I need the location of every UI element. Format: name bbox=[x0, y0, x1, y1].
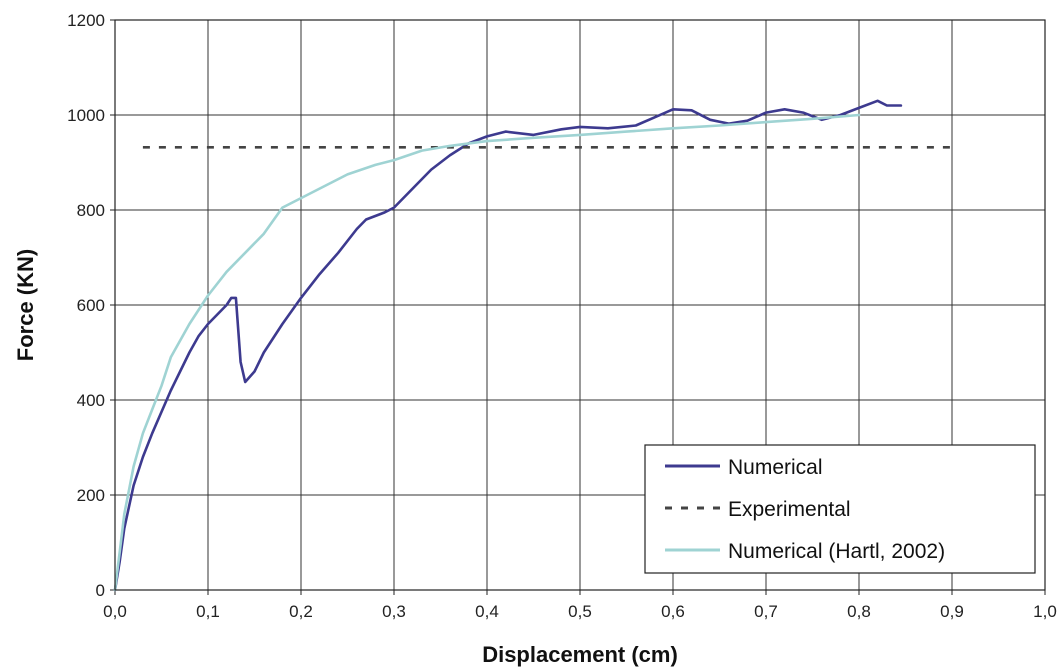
x-tick-label: 0,9 bbox=[940, 602, 964, 621]
y-tick-label: 400 bbox=[77, 391, 105, 410]
x-tick-label: 0,3 bbox=[382, 602, 406, 621]
x-tick-label: 0,7 bbox=[754, 602, 778, 621]
series-lines bbox=[113, 99, 952, 592]
legend: Numerical Experimental Numerical (Hartl,… bbox=[644, 444, 1036, 574]
y-tick-label: 1200 bbox=[67, 11, 105, 30]
y-tick-label: 600 bbox=[77, 296, 105, 315]
tick-labels: 0,0 0,1 0,2 0,3 0,4 0,5 0,6 0,7 0,8 0,9 1,0 0 200 400… bbox=[67, 11, 1057, 621]
legend-label-experimental: Experimental bbox=[728, 498, 851, 521]
legend-label-numerical: Numerical bbox=[728, 456, 823, 479]
legend-label-hartl: Numerical (Hartl, 2002) bbox=[728, 540, 945, 563]
x-tick-label: 0,0 bbox=[103, 602, 127, 621]
x-tick-label: 0,2 bbox=[289, 602, 313, 621]
numerical-series-line bbox=[113, 99, 903, 592]
plot-border bbox=[114, 19, 1046, 591]
x-tick-label: 0,1 bbox=[196, 602, 220, 621]
hartl-series-line bbox=[113, 113, 861, 592]
x-tick-label: 0,6 bbox=[661, 602, 685, 621]
x-tick-label: 1,0 bbox=[1033, 602, 1057, 621]
x-tick-label: 0,8 bbox=[847, 602, 871, 621]
x-tick-label: 0,5 bbox=[568, 602, 592, 621]
y-tick-label: 0 bbox=[96, 581, 105, 600]
x-tick-label: 0,4 bbox=[475, 602, 499, 621]
y-axis-title: Force (KN) bbox=[13, 249, 38, 361]
y-tick-label: 800 bbox=[77, 201, 105, 220]
y-tick-label: 1000 bbox=[67, 106, 105, 125]
x-axis-title: Displacement (cm) bbox=[482, 642, 678, 667]
y-tick-label: 200 bbox=[77, 486, 105, 505]
